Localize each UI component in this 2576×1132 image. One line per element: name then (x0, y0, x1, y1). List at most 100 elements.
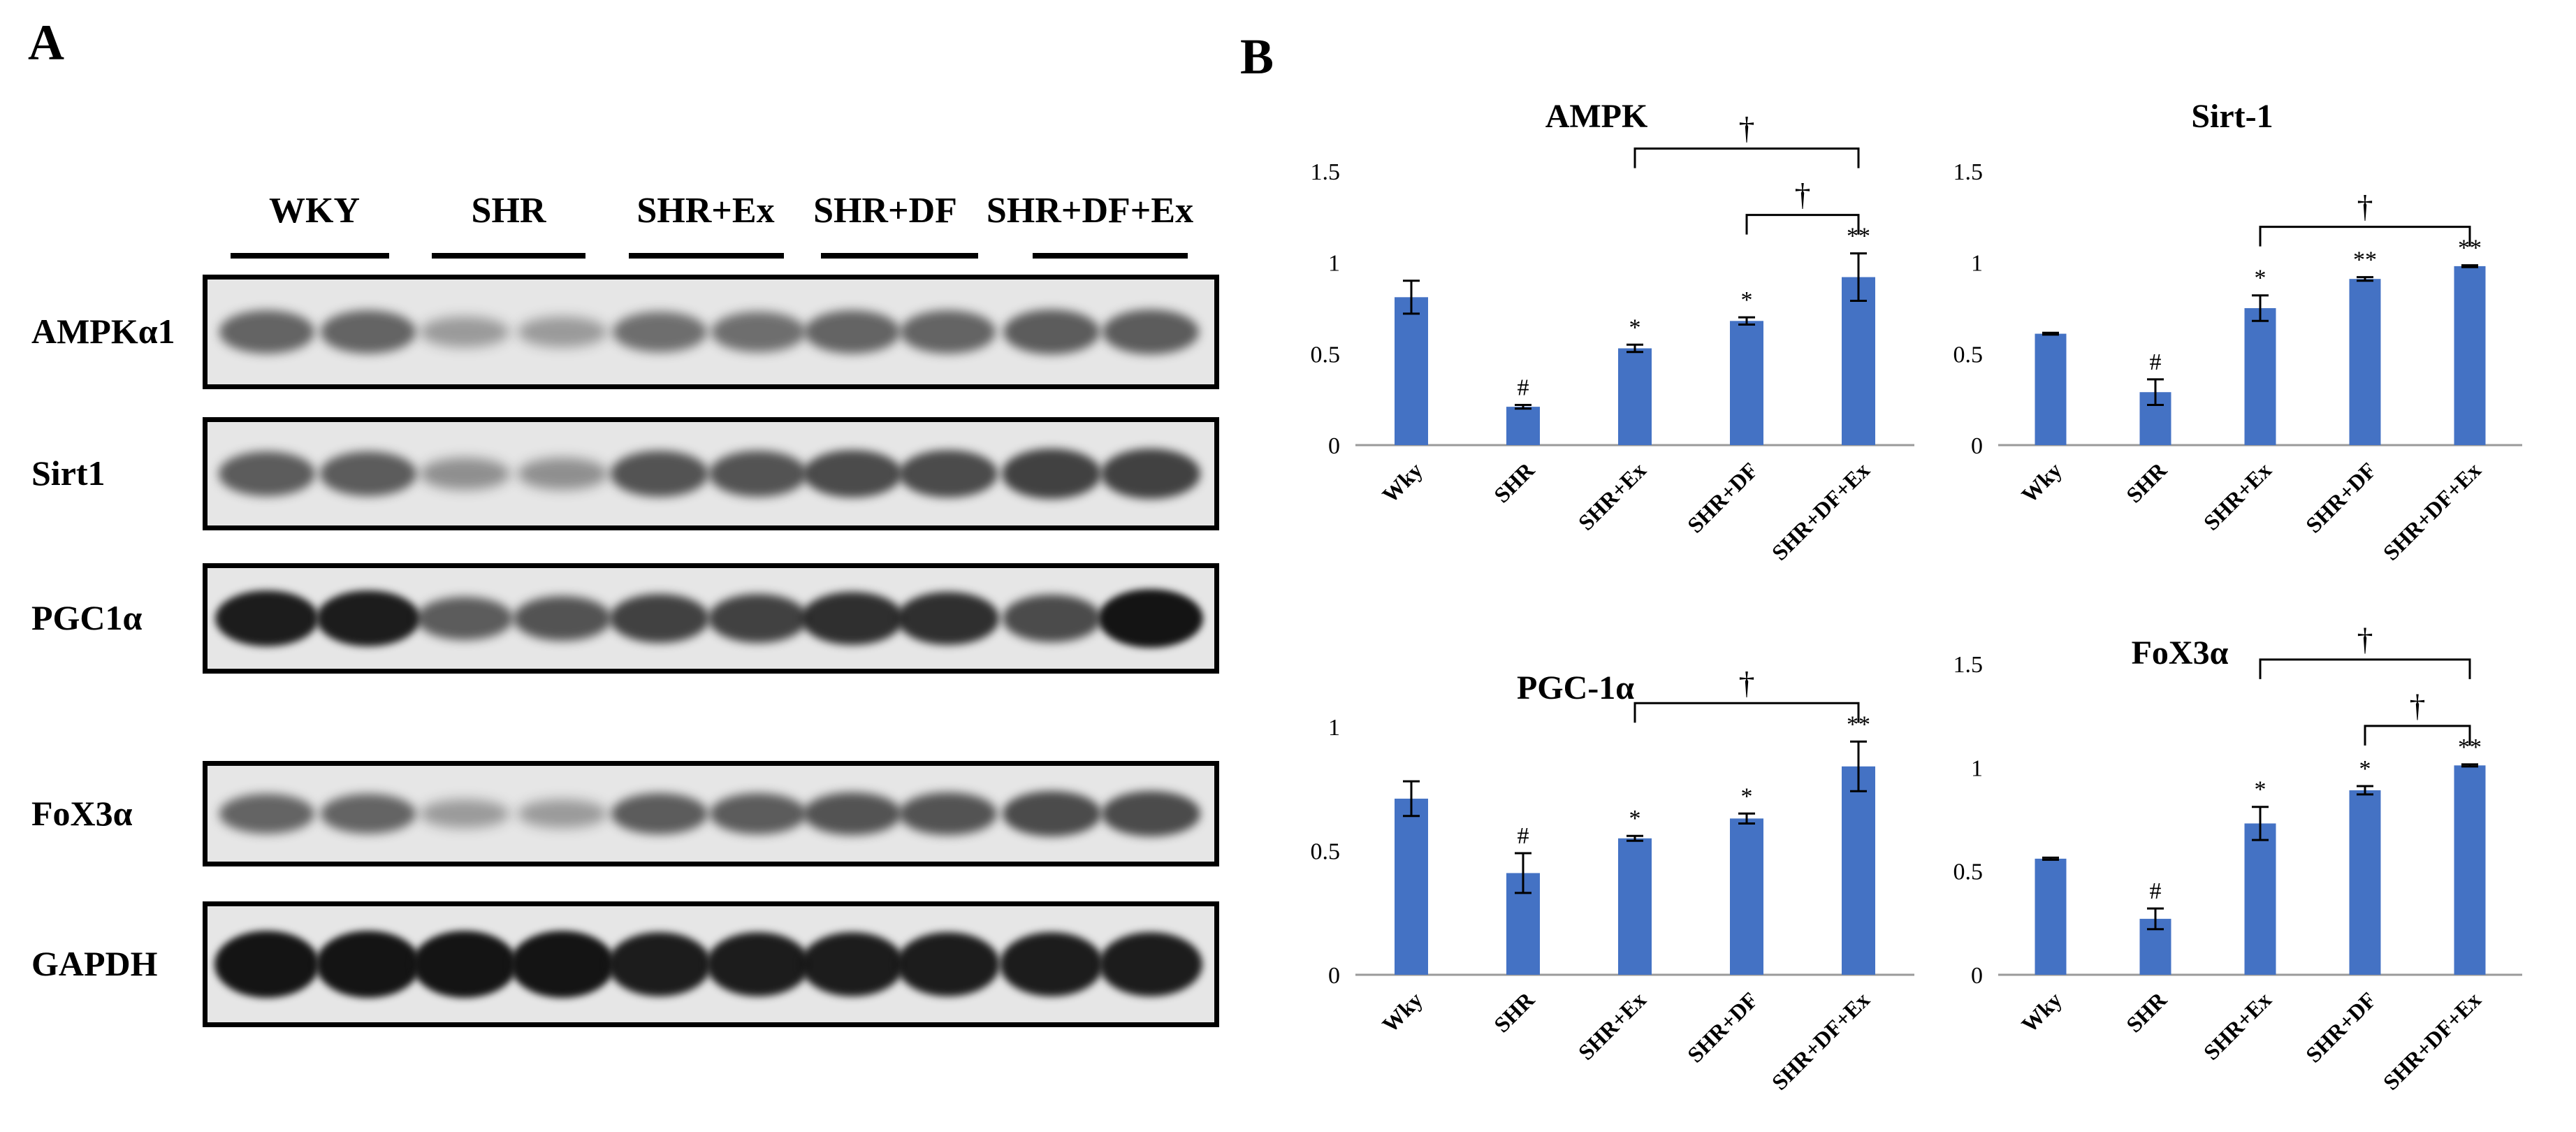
blot-band (214, 590, 319, 647)
y-tick-label: 0.5 (1311, 839, 1341, 865)
significance-dagger: † (1739, 110, 1755, 146)
blot-band (710, 793, 806, 834)
y-tick-label: 0.5 (1953, 859, 1984, 885)
blot-band (607, 931, 712, 997)
blot-group-underline (629, 253, 784, 259)
blot-band (320, 451, 416, 496)
blot-band (219, 310, 315, 354)
blot-band (420, 317, 509, 347)
panel-label-a: A (28, 15, 64, 71)
blot-band (803, 449, 902, 498)
blot-band (1103, 310, 1199, 354)
chart-title: Sirt-1 (2191, 98, 2273, 135)
blot-band (320, 794, 416, 834)
blot-band (510, 931, 615, 998)
blot-band (804, 310, 901, 354)
x-tick-label: SHR (2121, 457, 2172, 508)
blot-band (1002, 595, 1101, 642)
significance-marker: * (1741, 783, 1753, 809)
significance-marker: * (2359, 756, 2371, 782)
western-blot-panel: WKY SHR SHR+Ex SHR+DF SHR+DF+Ex AMPKα1 Sirt1 PG… (0, 0, 1258, 1132)
y-tick-label: 1 (1971, 251, 1983, 277)
blot-group-underline (821, 253, 978, 259)
blot-band (517, 457, 608, 491)
blot-band (219, 451, 315, 496)
significance-dagger: † (2357, 189, 2373, 224)
y-tick-label: 1 (1328, 251, 1340, 277)
bar (2244, 823, 2276, 975)
blot-band (518, 799, 607, 828)
blot-band (896, 931, 1000, 997)
blot-row-label: AMPKα1 (31, 312, 175, 351)
x-tick-label: SHR+Ex (2199, 987, 2276, 1064)
significance-dagger: † (1739, 665, 1755, 700)
bar (1618, 348, 1652, 445)
bar (2035, 333, 2067, 445)
blot-group-label: SHR+DF (813, 191, 957, 231)
significance-marker: * (2255, 266, 2266, 291)
significance-marker: ** (2353, 247, 2377, 273)
blot-group-label: SHR+DF+Ex (986, 191, 1194, 231)
blot-band (999, 931, 1104, 997)
x-tick-label: SHR+Ex (1573, 457, 1651, 535)
x-tick-label: SHR+Ex (1573, 987, 1651, 1064)
blot-membrane (203, 901, 1219, 1027)
significance-dagger: † (2410, 688, 2426, 723)
y-tick-label: 0 (1971, 963, 1983, 989)
blot-band (316, 931, 421, 998)
bar (2244, 308, 2276, 445)
bar (1730, 321, 1763, 445)
blot-group-label: SHR (471, 191, 546, 231)
significance-bracket (1633, 702, 1860, 723)
bar (1842, 766, 1875, 975)
significance-marker: * (1629, 806, 1641, 832)
chart-title: PGC-1α (1517, 669, 1634, 706)
blot-band (1100, 449, 1201, 499)
blot-band (219, 794, 315, 834)
blot-row-label: FoX3α (31, 793, 133, 833)
x-tick-label: SHR+DF+Ex (1767, 987, 1875, 1094)
x-tick-label: SHR (1489, 457, 1540, 508)
bar (2454, 765, 2486, 975)
significance-marker: * (1629, 314, 1641, 340)
blot-group-label: WKY (269, 191, 360, 231)
x-tick-label: Wky (2016, 457, 2067, 507)
x-tick-label: SHR+Ex (2199, 457, 2276, 535)
y-tick-label: 0 (1328, 433, 1340, 459)
chart-title: FoX3α (2132, 634, 2229, 672)
y-tick-label: 1.5 (1311, 159, 1341, 185)
blot-group-label: SHR+Ex (636, 191, 775, 231)
y-tick-label: 0 (1971, 433, 1983, 459)
blot-band (711, 311, 806, 353)
blot-band (611, 793, 708, 834)
y-tick-label: 1 (1971, 755, 1983, 781)
y-tick-label: 1.5 (1953, 652, 1984, 678)
blot-band (316, 590, 421, 647)
blot-band (801, 592, 903, 645)
blot-band (1098, 931, 1203, 997)
blot-band (320, 310, 416, 354)
blot-band (419, 457, 510, 491)
significance-dagger: † (1795, 177, 1811, 212)
bar (1842, 277, 1875, 445)
significance-marker: # (1518, 823, 1529, 849)
blot-row-label: Sirt1 (31, 453, 105, 493)
significance-bracket (2259, 226, 2471, 247)
significance-bracket (1745, 214, 1860, 235)
blot-band (1101, 791, 1200, 836)
blot-band (1098, 589, 1203, 648)
bar (1618, 838, 1652, 975)
significance-marker: * (2255, 777, 2266, 803)
blot-band (708, 594, 808, 643)
blot-row-label: GAPDH (31, 944, 158, 983)
x-tick-label: SHR+DF+Ex (2378, 457, 2486, 565)
blot-band (897, 592, 999, 645)
blot-group-underline (1033, 253, 1188, 259)
significance-bracket (2364, 725, 2471, 746)
blot-band (412, 931, 517, 998)
blot-band (899, 792, 997, 836)
blot-membrane (203, 417, 1219, 530)
bar (2349, 279, 2381, 445)
blot-group-underline (432, 253, 585, 259)
